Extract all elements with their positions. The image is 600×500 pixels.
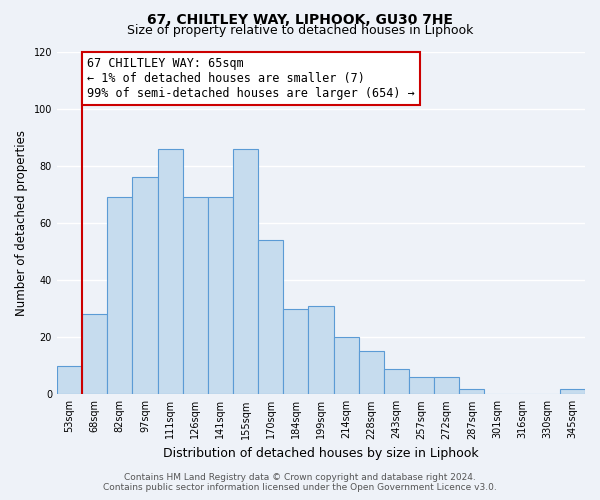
Bar (434, 377, 459, 394)
Bar (334, 337, 359, 394)
Bar (283, 308, 308, 394)
Text: 67, CHILTLEY WAY, LIPHOOK, GU30 7HE: 67, CHILTLEY WAY, LIPHOOK, GU30 7HE (147, 12, 453, 26)
Bar (409, 377, 434, 394)
Bar (308, 306, 334, 394)
X-axis label: Distribution of detached houses by size in Liphook: Distribution of detached houses by size … (163, 447, 479, 460)
Bar (133, 177, 158, 394)
Bar (57, 366, 82, 394)
Text: 67 CHILTLEY WAY: 65sqm
← 1% of detached houses are smaller (7)
99% of semi-detac: 67 CHILTLEY WAY: 65sqm ← 1% of detached … (87, 57, 415, 100)
Bar (258, 240, 283, 394)
Y-axis label: Number of detached properties: Number of detached properties (15, 130, 28, 316)
Bar (459, 388, 484, 394)
Text: Size of property relative to detached houses in Liphook: Size of property relative to detached ho… (127, 24, 473, 37)
Bar (158, 148, 182, 394)
Text: Contains HM Land Registry data © Crown copyright and database right 2024.
Contai: Contains HM Land Registry data © Crown c… (103, 473, 497, 492)
Bar (82, 314, 107, 394)
Bar (233, 148, 258, 394)
Bar (384, 368, 409, 394)
Bar (208, 197, 233, 394)
Bar (560, 388, 585, 394)
Bar (107, 197, 133, 394)
Bar (182, 197, 208, 394)
Bar (359, 352, 384, 395)
